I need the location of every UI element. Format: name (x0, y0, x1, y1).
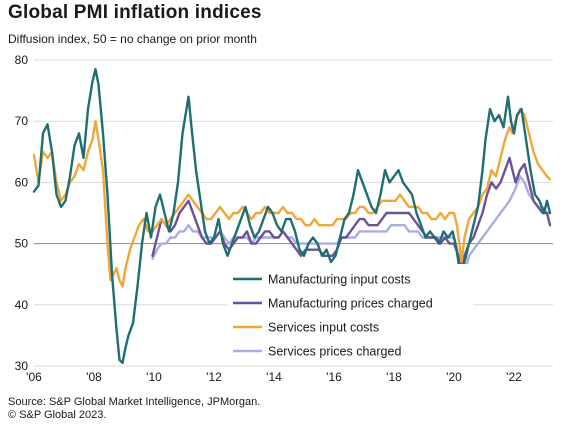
series-lines (32, 68, 552, 365)
series-line-manufacturing-input-costs (32, 68, 552, 365)
x-tick-label: '14 (266, 370, 282, 384)
source-note: Source: S&P Global Market Intelligence, … (8, 396, 261, 408)
y-tick-label: 70 (15, 114, 29, 128)
x-tick-label: '22 (506, 370, 522, 384)
y-tick-label: 40 (15, 298, 29, 312)
x-tick-label: '08 (86, 370, 102, 384)
y-tick-label: 60 (15, 175, 29, 189)
legend-label: Manufacturing prices charged (268, 297, 433, 311)
chart-subtitle: Diffusion index, 50 = no change on prior… (8, 32, 257, 46)
y-tick-label: 80 (15, 53, 29, 67)
y-axis-ticks: 30 40 50 60 70 80 (15, 53, 29, 373)
legend-label: Services prices charged (268, 345, 401, 359)
x-tick-label: '16 (326, 370, 342, 384)
series-line-services-input-costs (32, 107, 552, 288)
x-tick-label: '20 (446, 370, 462, 384)
y-tick-label: 30 (15, 359, 29, 373)
chart-title: Global PMI inflation indices (8, 2, 262, 23)
x-axis-ticks: '06 '08 '10 '12 '14 '16 '18 '20 '22 (26, 370, 522, 384)
x-tick-label: '12 (206, 370, 222, 384)
legend-label: Manufacturing input costs (268, 273, 410, 287)
x-tick-label: '10 (146, 370, 162, 384)
legend: Manufacturing input costs Manufacturing p… (228, 264, 473, 364)
y-tick-label: 50 (15, 237, 29, 251)
x-tick-label: '18 (386, 370, 402, 384)
copyright-note: © S&P Global 2023. (8, 409, 107, 421)
pmi-line-chart: 30 40 50 60 70 80 '06 '08 '10 '12 '14 '16 '18 '20 '22… (15, 53, 553, 384)
x-tick-label: '06 (26, 370, 42, 384)
legend-background (228, 264, 473, 364)
legend-label: Services input costs (268, 321, 379, 335)
